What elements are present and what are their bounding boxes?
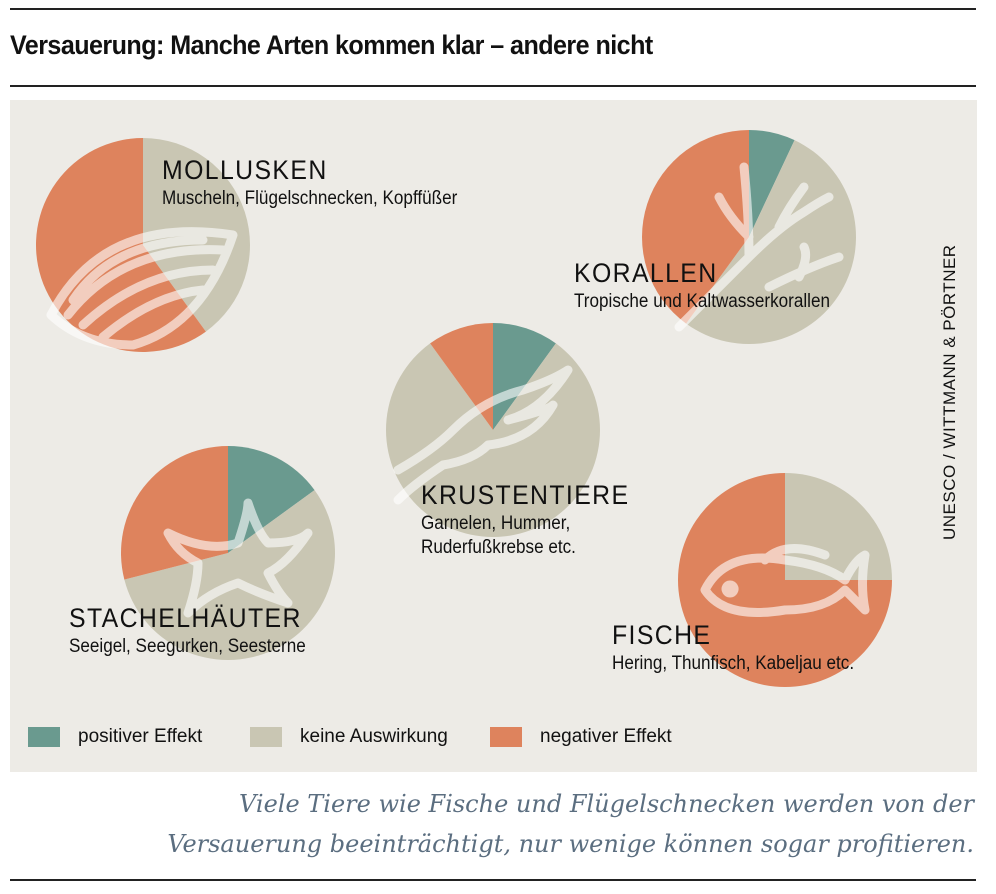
fish-icon	[700, 544, 870, 617]
category-subtitle: Seeigel, Seegurken, Seesterne	[69, 636, 306, 657]
slice-neutral	[124, 490, 336, 661]
category-name: STACHELHÄUTER	[69, 603, 302, 633]
legend-label: positiver Effekt	[78, 726, 203, 747]
coral-icon	[674, 162, 844, 332]
label-krustentiere: KRUSTENTIERE Garnelen, Hummer, Ruderfußk…	[421, 480, 648, 559]
legend-label: negativer Effekt	[540, 726, 672, 747]
slice-negative	[642, 130, 749, 324]
source-credit: UNESCO / WITTMANN & PÖRTNER	[940, 244, 959, 540]
slice-positive	[749, 130, 795, 237]
slice-positive	[228, 446, 315, 553]
top-rule	[10, 8, 976, 10]
pie-korallen	[642, 130, 856, 344]
chart-panel: MOLLUSKEN Muscheln, Flügelschnecken, Kop…	[10, 100, 977, 772]
category-name: KRUSTENTIERE	[421, 480, 630, 510]
slice-negative	[430, 323, 493, 430]
legend-item-neutral: keine Auswirkung	[250, 726, 448, 748]
label-korallen: KORALLEN Tropische und Kaltwasserkoralle…	[574, 258, 858, 313]
slice-negative	[678, 473, 892, 687]
starfish-icon	[163, 498, 313, 618]
pie-krustentiere	[385, 323, 600, 537]
caption-line-1: Viele Tiere wie Fische und Flügelschneck…	[239, 790, 974, 818]
slice-positive	[493, 323, 556, 430]
category-subtitle: Garnelen, Hummer,	[421, 513, 571, 534]
label-fische: FISCHE Hering, Thunfisch, Kabeljau etc.	[612, 620, 881, 675]
category-name: KORALLEN	[574, 258, 718, 288]
legend-swatch	[28, 727, 60, 747]
legend-item-negative: negativer Effekt	[490, 726, 672, 748]
caption-line-2: Versauerung beeinträchtigt, nur wenige k…	[167, 830, 974, 858]
pie-stachelhäuter	[121, 446, 336, 661]
legend-swatch	[250, 727, 282, 747]
clam-shell-icon	[46, 227, 238, 350]
label-stachelhaeuter: STACHELHÄUTER Seeigel, Seegurken, Seeste…	[69, 603, 332, 658]
category-subtitle: Hering, Thunfisch, Kabeljau etc.	[612, 653, 855, 674]
legend-label: keine Auswirkung	[300, 726, 448, 747]
title-rule	[10, 85, 976, 87]
legend-swatch	[490, 727, 522, 747]
chart-title: Versauerung: Manche Arten kommen klar – …	[10, 30, 653, 60]
category-name: FISCHE	[612, 620, 712, 650]
legend-item-positive: positiver Effekt	[28, 726, 202, 748]
lobster-claw-icon	[393, 365, 573, 505]
category-subtitle: Muscheln, Flügelschnecken, Kopffüßer	[162, 188, 458, 209]
label-mollusken: MOLLUSKEN Muscheln, Flügelschnecken, Kop…	[162, 155, 490, 210]
bottom-rule	[10, 879, 976, 881]
pie-fische	[678, 473, 892, 687]
category-subtitle-2: Ruderfußkrebse etc.	[421, 537, 576, 558]
pie-charts	[35, 130, 892, 687]
category-subtitle: Tropische und Kaltwasserkorallen	[574, 291, 830, 312]
pie-mollusken	[35, 138, 250, 352]
category-name: MOLLUSKEN	[162, 155, 328, 185]
